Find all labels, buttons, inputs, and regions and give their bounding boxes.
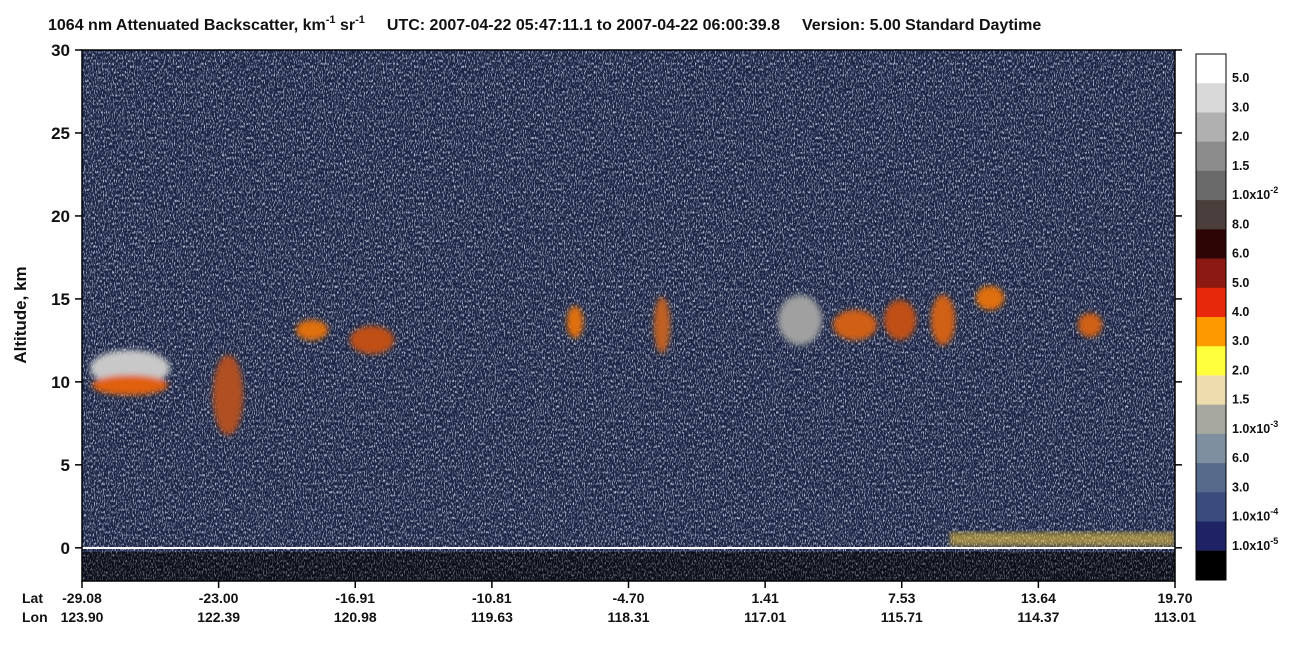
lat-label: -23.00	[199, 590, 239, 606]
colorbar-swatch	[1196, 433, 1226, 464]
colorbar-label-base: 1.0x10	[1232, 422, 1270, 436]
colorbar-label-base: 3.0	[1232, 100, 1249, 114]
colorbar-label: 1.0x10-4	[1232, 507, 1278, 524]
y-axis-label: Altitude, km	[11, 266, 30, 363]
lon-label: 115.71	[881, 609, 923, 625]
lat-label: 7.53	[888, 590, 915, 606]
lon-label: 114.37	[1017, 609, 1059, 625]
lat-label: 13.64	[1021, 590, 1056, 606]
y-tick-label: 15	[51, 290, 70, 309]
colorbar-label: 1.5	[1232, 159, 1249, 173]
colorbar-label-base: 1.0x10	[1232, 188, 1270, 202]
colorbar-label-base: 3.0	[1232, 334, 1249, 348]
colorbar-label: 5.0	[1232, 71, 1249, 85]
y-tick-label: 5	[61, 456, 70, 475]
colorbar-label: 1.0x10-5	[1232, 536, 1278, 553]
colorbar-label: 6.0	[1232, 247, 1249, 261]
lat-label: -29.08	[62, 590, 102, 606]
colorbar-label: 1.5	[1232, 393, 1249, 407]
colorbar-label: 8.0	[1232, 217, 1249, 231]
y-tick-label: 20	[51, 207, 70, 226]
colorbar-swatch	[1196, 375, 1226, 406]
lat-label: -16.91	[335, 590, 375, 606]
lon-label: 123.90	[61, 609, 104, 625]
colorbar-swatch	[1196, 287, 1226, 318]
plot-image	[82, 50, 1175, 581]
y-tick-label: 25	[51, 124, 70, 143]
colorbar-swatch	[1196, 54, 1226, 84]
y-tick-label: 10	[51, 373, 70, 392]
colorbar-label: 2.0	[1232, 130, 1249, 144]
colorbar-label: 1.0x10-3	[1232, 419, 1278, 436]
colorbar-swatch	[1196, 463, 1226, 493]
colorbar-label-base: 2.0	[1232, 130, 1249, 144]
colorbar-swatch	[1196, 404, 1226, 435]
colorbar-label-exponent: -4	[1270, 507, 1278, 517]
colorbar-label-base: 6.0	[1232, 451, 1249, 465]
colorbar-label-exponent: -3	[1270, 419, 1278, 429]
colorbar-swatch	[1196, 550, 1226, 581]
colorbar-label-base: 6.0	[1232, 247, 1249, 261]
colorbar-label-base: 4.0	[1232, 305, 1249, 319]
colorbar-swatch	[1196, 521, 1226, 552]
colorbar-swatch	[1196, 112, 1226, 143]
colorbar-swatch	[1196, 200, 1226, 230]
colorbar-label-base: 1.0x10	[1232, 510, 1270, 524]
colorbar-label-base: 5.0	[1232, 276, 1249, 290]
colorbar-swatch	[1196, 83, 1226, 113]
colorbar-swatch	[1196, 492, 1226, 523]
lon-label: 120.98	[334, 609, 377, 625]
colorbar-label: 3.0	[1232, 334, 1249, 348]
colorbar-swatch	[1196, 258, 1226, 289]
lat-label: 1.41	[752, 590, 779, 606]
colorbar-label-base: 8.0	[1232, 217, 1249, 231]
colorbar-label: 3.0	[1232, 100, 1249, 114]
lat-label: -4.70	[613, 590, 645, 606]
colorbar-swatch	[1196, 317, 1226, 347]
colorbar-label-base: 2.0	[1232, 363, 1249, 377]
colorbar-frame	[1195, 53, 1227, 581]
y-tick-label: 30	[51, 41, 70, 60]
lon-label: 113.01	[1154, 609, 1196, 625]
colorbar-label: 3.0	[1232, 480, 1249, 494]
lon-label: 117.01	[744, 609, 786, 625]
colorbar-swatch	[1196, 141, 1226, 172]
x-row-label: Lon	[22, 609, 48, 625]
chart-title: 1064 nm Attenuated Backscatter, km-1 sr-…	[48, 14, 1041, 34]
colorbar-label: 1.0x10-2	[1232, 185, 1278, 202]
colorbar-label: 6.0	[1232, 451, 1249, 465]
colorbar-label-base: 3.0	[1232, 480, 1249, 494]
colorbar-label: 4.0	[1232, 305, 1249, 319]
colorbar-label-base: 1.5	[1232, 393, 1249, 407]
lat-label: 19.70	[1157, 590, 1192, 606]
lon-label: 122.39	[197, 609, 240, 625]
colorbar-label-exponent: -5	[1270, 536, 1278, 546]
colorbar-label-exponent: -2	[1270, 185, 1278, 195]
y-tick-label: 0	[61, 539, 70, 558]
colorbar-label-base: 5.0	[1232, 71, 1249, 85]
x-row-label: Lat	[22, 590, 43, 606]
colorbar-swatch	[1196, 170, 1226, 201]
lon-label: 118.31	[607, 609, 649, 625]
colorbar-label: 2.0	[1232, 363, 1249, 377]
lat-label: -10.81	[472, 590, 512, 606]
colorbar-label-base: 1.5	[1232, 159, 1249, 173]
colorbar-swatch	[1196, 229, 1226, 260]
lon-label: 119.63	[471, 609, 513, 625]
colorbar-label-base: 1.0x10	[1232, 539, 1270, 553]
colorbar-label: 5.0	[1232, 276, 1249, 290]
colorbar-swatch	[1196, 346, 1226, 376]
